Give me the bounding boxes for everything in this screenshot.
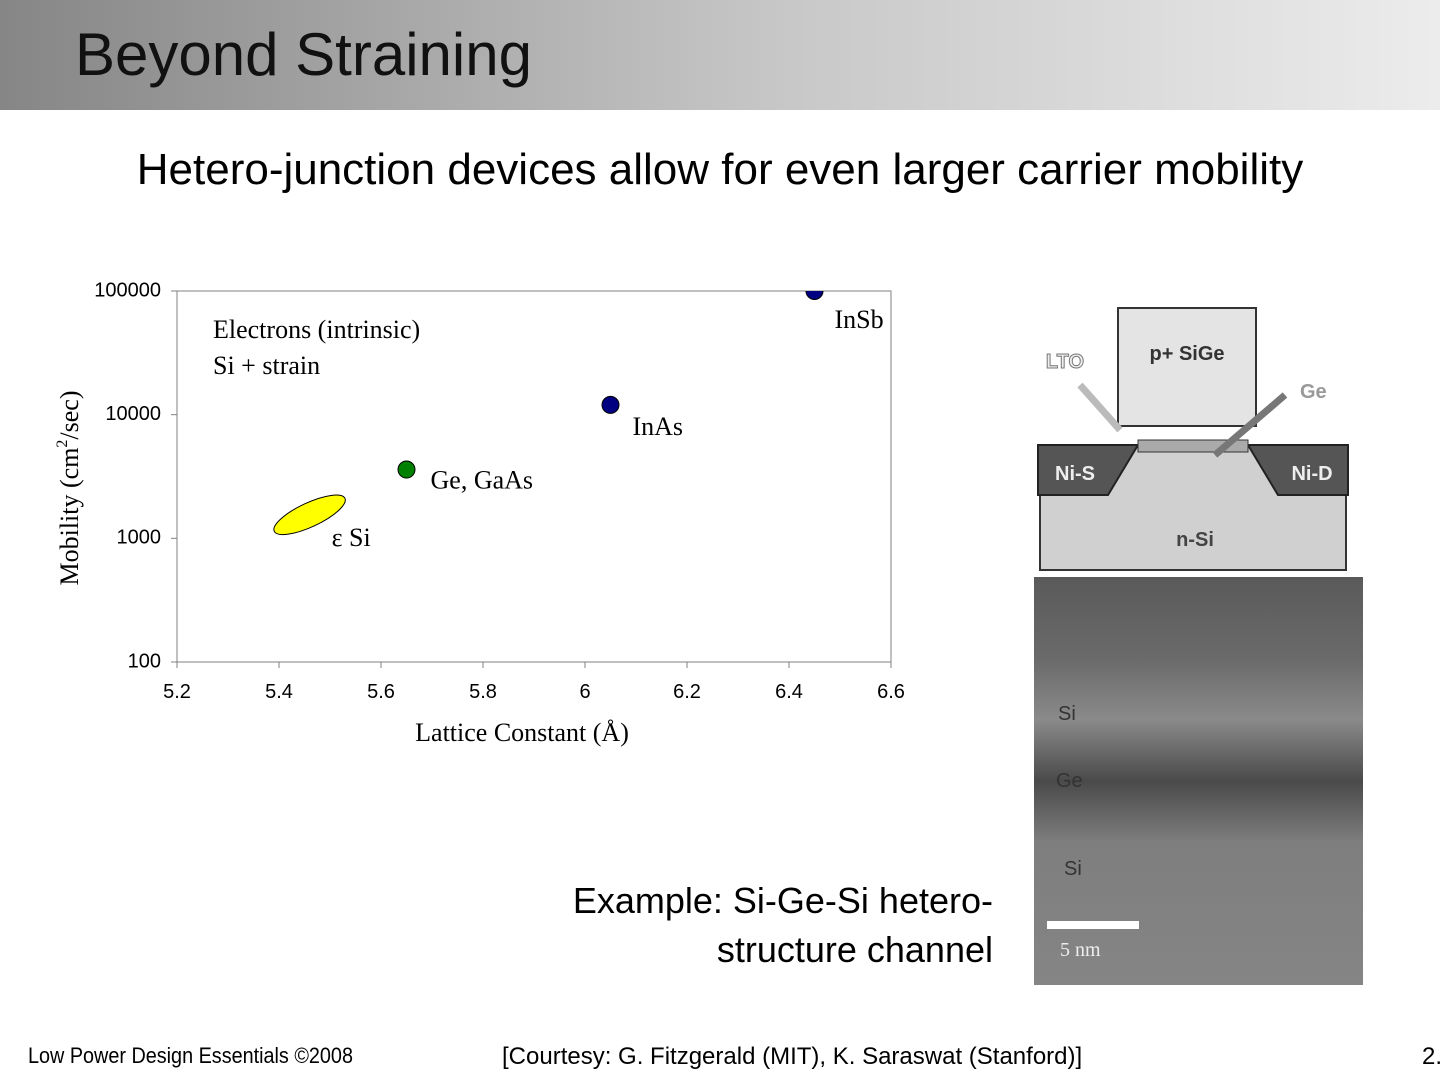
y-axis-label-sup: 2: [54, 440, 71, 448]
scale-bar: [1047, 921, 1139, 929]
x-tick-label: 6.2: [673, 681, 701, 703]
x-tick-label: 5.6: [367, 681, 395, 703]
slide-title: Beyond Straining: [75, 21, 532, 88]
x-axis-label: Lattice Constant (Å): [415, 718, 629, 747]
y-tick-label: 1000: [117, 527, 162, 549]
device-figure: p+ SiGe LTO Ge Ni-S Ni-D n-Si Si Ge Si 5…: [1020, 290, 1380, 1000]
drain-region: [1246, 444, 1349, 496]
caption-line: structure channel: [716, 929, 993, 970]
y-axis-label: Mobility (cm2/sec): [54, 390, 84, 585]
x-tick-label: 6.4: [775, 681, 803, 703]
lto-label: LTO: [1046, 351, 1084, 373]
x-tick-label: 6: [579, 681, 590, 703]
point-label: ε Si: [332, 523, 371, 552]
chart: Electrons (intrinsic) Si + strain Lattic…: [54, 279, 905, 747]
ge-arrow: [1212, 392, 1288, 458]
ge-label: Ge: [1300, 381, 1327, 403]
lto-arrow: [1077, 382, 1123, 433]
annotation: Electrons (intrinsic): [213, 315, 420, 344]
tem-layer-label: Si: [1064, 858, 1082, 880]
source-region: [1037, 444, 1140, 496]
gate: [1117, 307, 1257, 427]
footer-left: Low Power Design Essentials ©2008: [28, 1043, 353, 1068]
y-axis-label-part: /sec): [55, 390, 84, 439]
gate-label: p+ SiGe: [1149, 343, 1224, 365]
point: [805, 291, 824, 300]
tem-layer-label: Si: [1058, 703, 1076, 725]
scale-bar-label: 5 nm: [1060, 939, 1101, 961]
caption-line: Example: Si-Ge-Si hetero-: [572, 880, 993, 921]
tem-image: [1034, 577, 1363, 985]
point-label: InAs: [633, 412, 684, 441]
footer-center: [Courtesy: G. Fitzgerald (MIT), K. Saras…: [502, 1043, 1083, 1070]
point: [601, 395, 620, 414]
x-tick-label: 5.4: [265, 681, 293, 703]
caption: Example: Si-Ge-Si hetero-structure chann…: [573, 876, 993, 974]
point-label: Ge, GaAs: [431, 466, 534, 495]
annotation: Si + strain: [213, 351, 320, 380]
plot-area: [176, 290, 892, 663]
source-label: Ni-S: [1055, 463, 1095, 485]
point: [397, 460, 416, 479]
tem-layer-label: Ge: [1056, 770, 1083, 792]
header: Beyond Straining: [0, 0, 1440, 110]
x-tick-label: 5.2: [163, 681, 191, 703]
drain-label: Ni-D: [1291, 463, 1332, 485]
footer-right: 2.: [1422, 1043, 1440, 1070]
y-tick-label: 100000: [94, 279, 161, 301]
x-tick-label: 5.8: [469, 681, 497, 703]
y-axis-label-part: Mobility (cm: [55, 448, 84, 586]
x-tick-label: 6.6: [877, 681, 905, 703]
points: [273, 291, 824, 536]
y-tick-label: 100: [128, 650, 161, 672]
subtitle: Hetero-junction devices allow for even l…: [136, 145, 1304, 194]
y-tick-label: 10000: [105, 403, 161, 425]
point: [273, 494, 346, 536]
substrate-label: n-Si: [1176, 529, 1214, 551]
point-label: InSb: [835, 305, 884, 334]
